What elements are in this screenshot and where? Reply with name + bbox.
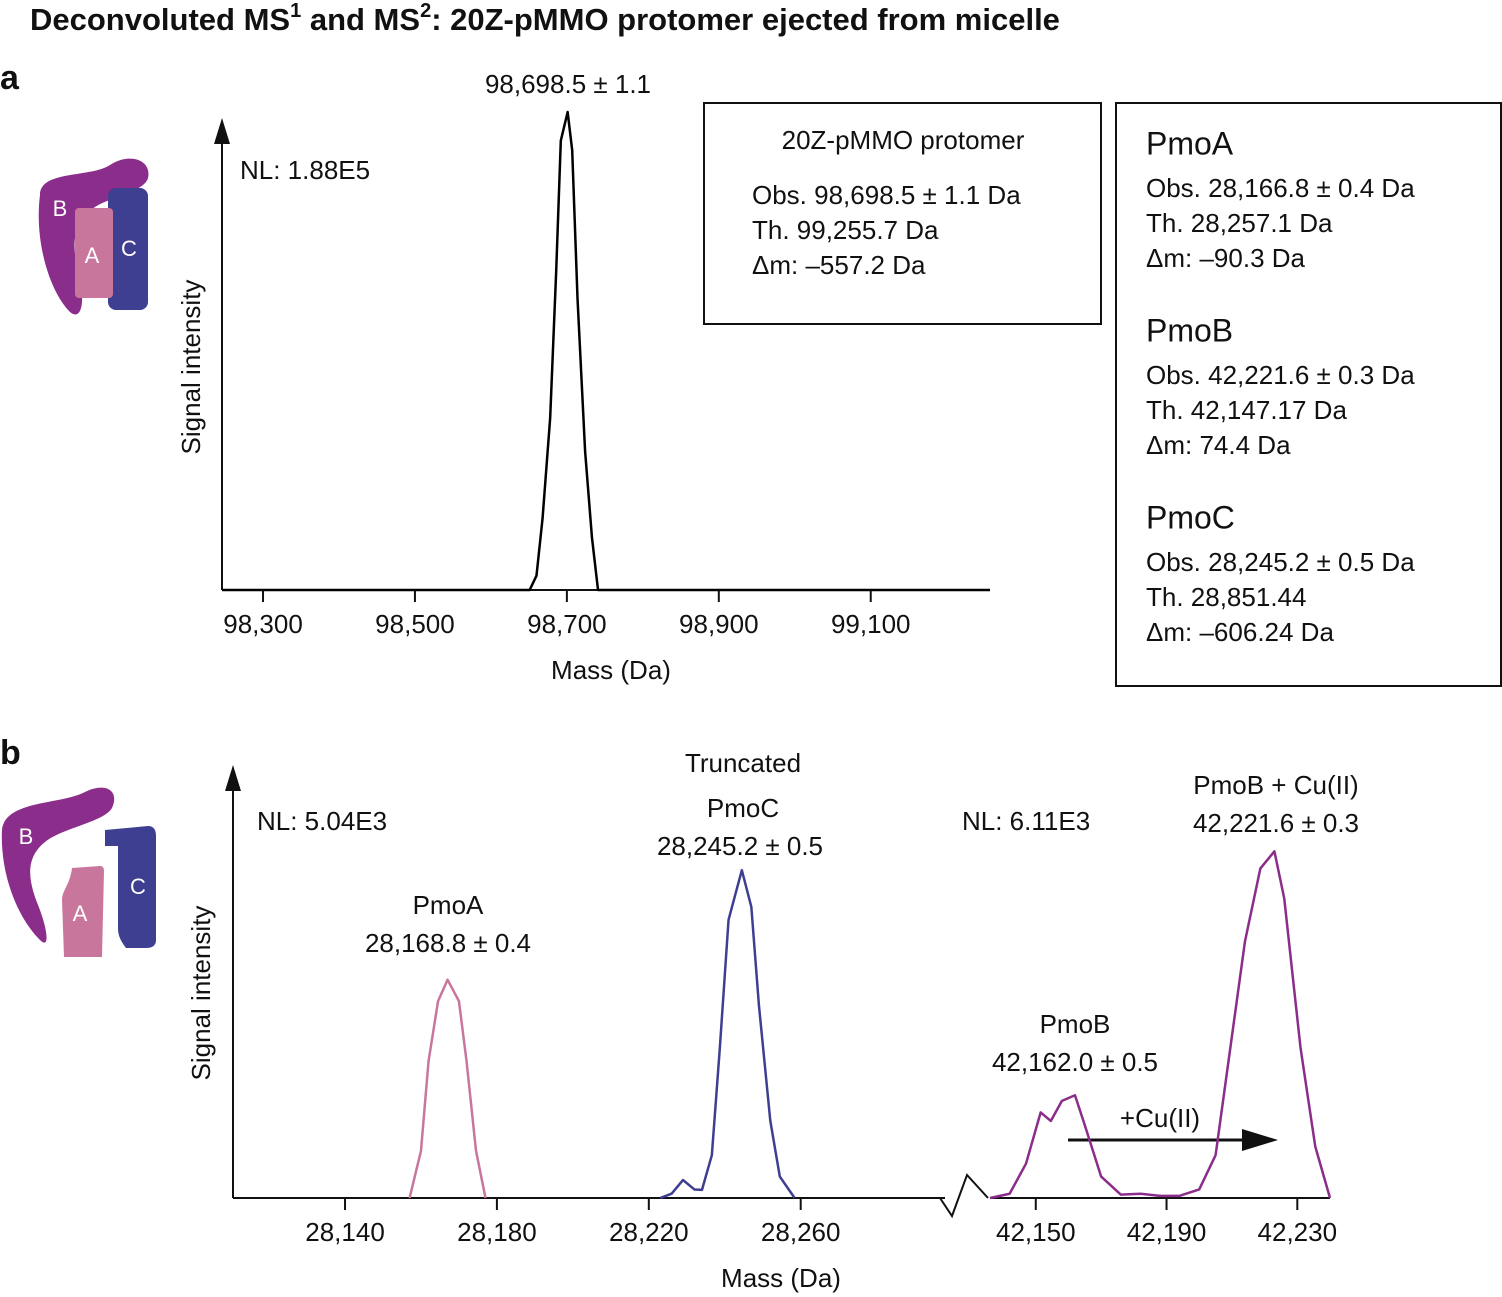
subunit-line: Obs. 28,166.8 ± 0.4 Da: [1146, 173, 1415, 203]
subunit-name: PmoB: [1146, 312, 1233, 348]
x-tick-label: 98,500: [375, 609, 455, 639]
x-tick-label: 98,300: [223, 609, 303, 639]
spectrum-line: [408, 978, 487, 1199]
annotation: NL: 6.11E3: [962, 806, 1090, 836]
x-tick-label: 42,230: [1258, 1217, 1338, 1247]
protomer-box: 20Z-pMMO protomer Obs. 98,698.5 ± 1.1 Da…: [703, 102, 1102, 325]
cartoon-label: A: [73, 901, 88, 926]
subunit-b-shape: [38, 158, 149, 315]
panel-label: a: [0, 59, 20, 97]
panel-label: b: [0, 734, 21, 772]
cartoon-label: C: [130, 874, 146, 899]
chart: Signal intensity Mass (Da) 98,300 98,500 98,…: [176, 69, 990, 685]
arrow-head: [1242, 1129, 1278, 1151]
axis-break: [939, 1173, 989, 1219]
box-line: Obs. 98,698.5 ± 1.1 Da: [752, 180, 1021, 210]
cartoon-label: B: [53, 196, 68, 221]
title-superscript: 1: [290, 0, 301, 22]
cartoon-label: B: [19, 824, 34, 849]
x-tick-label: 42,190: [1127, 1217, 1207, 1247]
subunit-name: PmoC: [1146, 499, 1235, 535]
x-tick-label: 98,700: [527, 609, 607, 639]
annotation: 28,168.8 ± 0.4: [365, 928, 531, 958]
title-superscript: 2: [420, 0, 431, 22]
annotation: PmoC: [707, 793, 779, 823]
box-line: Th. 99,255.7 Da: [752, 215, 939, 245]
x-tick-label: 42,150: [996, 1217, 1076, 1247]
annotation: 42,162.0 ± 0.5: [992, 1047, 1158, 1077]
annotation: PmoA: [413, 890, 484, 920]
annotation: 28,245.2 ± 0.5: [657, 831, 823, 861]
x-tick-label: 28,140: [305, 1217, 385, 1247]
figure-title: Deconvoluted MS1 and MS2: 20Z-pMMO proto…: [30, 0, 1060, 37]
x-tick-label: 28,260: [761, 1217, 841, 1247]
annotation: PmoB: [1040, 1009, 1111, 1039]
chart: Signal intensity Mass (Da) 28,140 28,180 28,…: [186, 748, 945, 1293]
cartoon-label: C: [121, 236, 137, 261]
subunit-line: Δm: 74.4 Da: [1146, 430, 1291, 460]
cartoon: B A C: [1, 787, 156, 957]
box-title: 20Z-pMMO protomer: [782, 125, 1025, 155]
x-tick-label: 28,220: [609, 1217, 689, 1247]
box-frame: [1115, 102, 1502, 687]
subunit-line: Th. 28,257.1 Da: [1146, 208, 1333, 238]
x-axis-label: Mass (Da): [551, 655, 671, 685]
subunit-c-shape: [108, 188, 148, 310]
subunit-c-shape: [105, 826, 156, 948]
subunit-box: PmoA Obs. 28,166.8 ± 0.4 Da Th. 28,257.1 D…: [1115, 102, 1502, 687]
subunit-a-shape: [75, 208, 113, 298]
subunit-name: PmoA: [1146, 125, 1234, 161]
annotation: NL: 5.04E3: [257, 806, 387, 836]
subunit-b-shape: [1, 787, 115, 943]
box-frame: [703, 102, 1102, 325]
subunit-line: Δm: –90.3 Da: [1146, 243, 1306, 273]
y-axis-label: Signal intensity: [186, 906, 216, 1081]
title-part: Deconvoluted MS: [30, 2, 290, 37]
cartoon-label: A: [85, 243, 100, 268]
cartoon: B A C: [38, 158, 149, 315]
subunit-a-shape: [62, 866, 104, 957]
annotation: 98,698.5 ± 1.1: [485, 69, 651, 99]
subunit-line: Th. 42,147.17 Da: [1146, 395, 1347, 425]
annotation: 42,221.6 ± 0.3: [1193, 808, 1359, 838]
x-tick-label: 98,900: [679, 609, 759, 639]
annotation: +Cu(II): [1120, 1103, 1200, 1133]
subunit-line: Th. 28,851.44: [1146, 582, 1306, 612]
annotation: NL: 1.88E5: [240, 155, 370, 185]
subunit-line: Obs. 28,245.2 ± 0.5 Da: [1146, 547, 1415, 577]
subunit-line: Δm: –606.24 Da: [1146, 617, 1334, 647]
box-line: Δm: –557.2 Da: [752, 250, 926, 280]
x-tick-label: 99,100: [831, 609, 911, 639]
annotation: PmoB + Cu(II): [1193, 770, 1358, 800]
title-part: : 20Z-pMMO protomer ejected from micelle: [431, 2, 1060, 37]
y-axis-arrow: [214, 118, 230, 144]
spectrum-line: [222, 110, 990, 592]
y-axis-label: Signal intensity: [176, 280, 206, 455]
y-axis-arrow: [225, 765, 241, 791]
chart: 42,150 42,190 42,230 NL: 6.11E3 PmoB 42,162.0…: [962, 770, 1359, 1247]
title-part: and MS: [301, 2, 420, 37]
spectrum-line: [659, 868, 796, 1200]
annotation: Truncated: [685, 748, 801, 778]
spectrum-line: [989, 850, 1332, 1200]
x-axis-label: Mass (Da): [721, 1263, 841, 1293]
subunit-line: Obs. 42,221.6 ± 0.3 Da: [1146, 360, 1415, 390]
x-tick-label: 28,180: [457, 1217, 537, 1247]
